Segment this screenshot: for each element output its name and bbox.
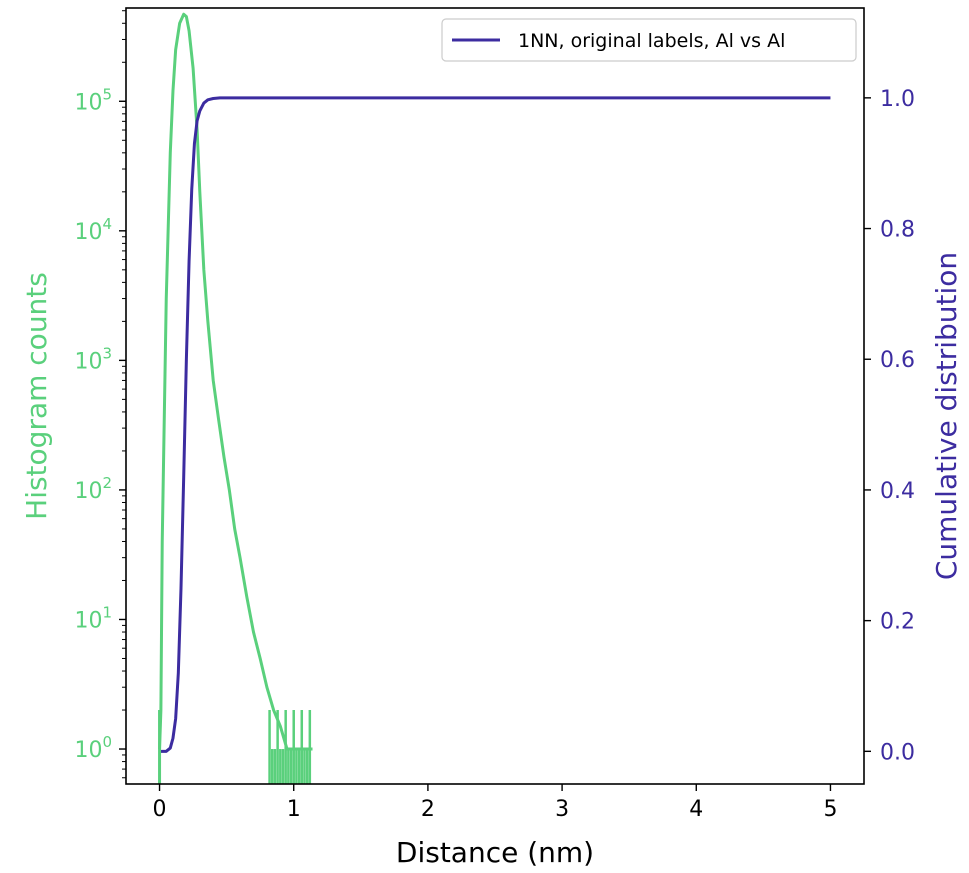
left-axis-title: Histogram counts [20, 272, 53, 520]
legend-label: 1NN, original labels, Al vs Al [518, 30, 785, 52]
x-tick-label: 0 [153, 797, 167, 822]
plot-frame [125, 7, 865, 785]
right-axis-title: Cumulative distribution [930, 252, 963, 580]
right-tick-label: 1.0 [880, 87, 915, 112]
left-tick-label: 101 [74, 603, 112, 633]
left-tick-label: 105 [74, 85, 112, 115]
chart-legend: 1NN, original labels, Al vs Al [441, 18, 857, 62]
x-axis-title: Distance (nm) [396, 836, 594, 869]
right-tick-label: 0.6 [880, 348, 915, 373]
right-tick-label: 0.0 [880, 740, 915, 765]
x-tick-label: 5 [823, 797, 837, 822]
chart-axes: 0 1 2 3 4 5 100 101 102 103 104 105 0.0 0.2 0.4 0.6 0.8 1… [20, 7, 963, 869]
x-tick-label: 4 [689, 797, 703, 822]
left-tick-label: 103 [74, 344, 112, 374]
legend-box [441, 18, 857, 62]
right-tick-label: 0.8 [880, 218, 915, 243]
cumulative-line [159, 96, 831, 753]
left-tick-label: 104 [74, 215, 112, 245]
left-tick-label: 100 [74, 733, 112, 763]
right-tick-label: 0.4 [880, 479, 915, 504]
x-tick-label: 1 [287, 797, 301, 822]
x-tick-label: 2 [421, 797, 435, 822]
left-tick-label: 102 [74, 474, 112, 504]
chart-marks [158, 12, 831, 784]
right-tick-label: 0.2 [880, 610, 915, 635]
x-tick-label: 3 [555, 797, 569, 822]
